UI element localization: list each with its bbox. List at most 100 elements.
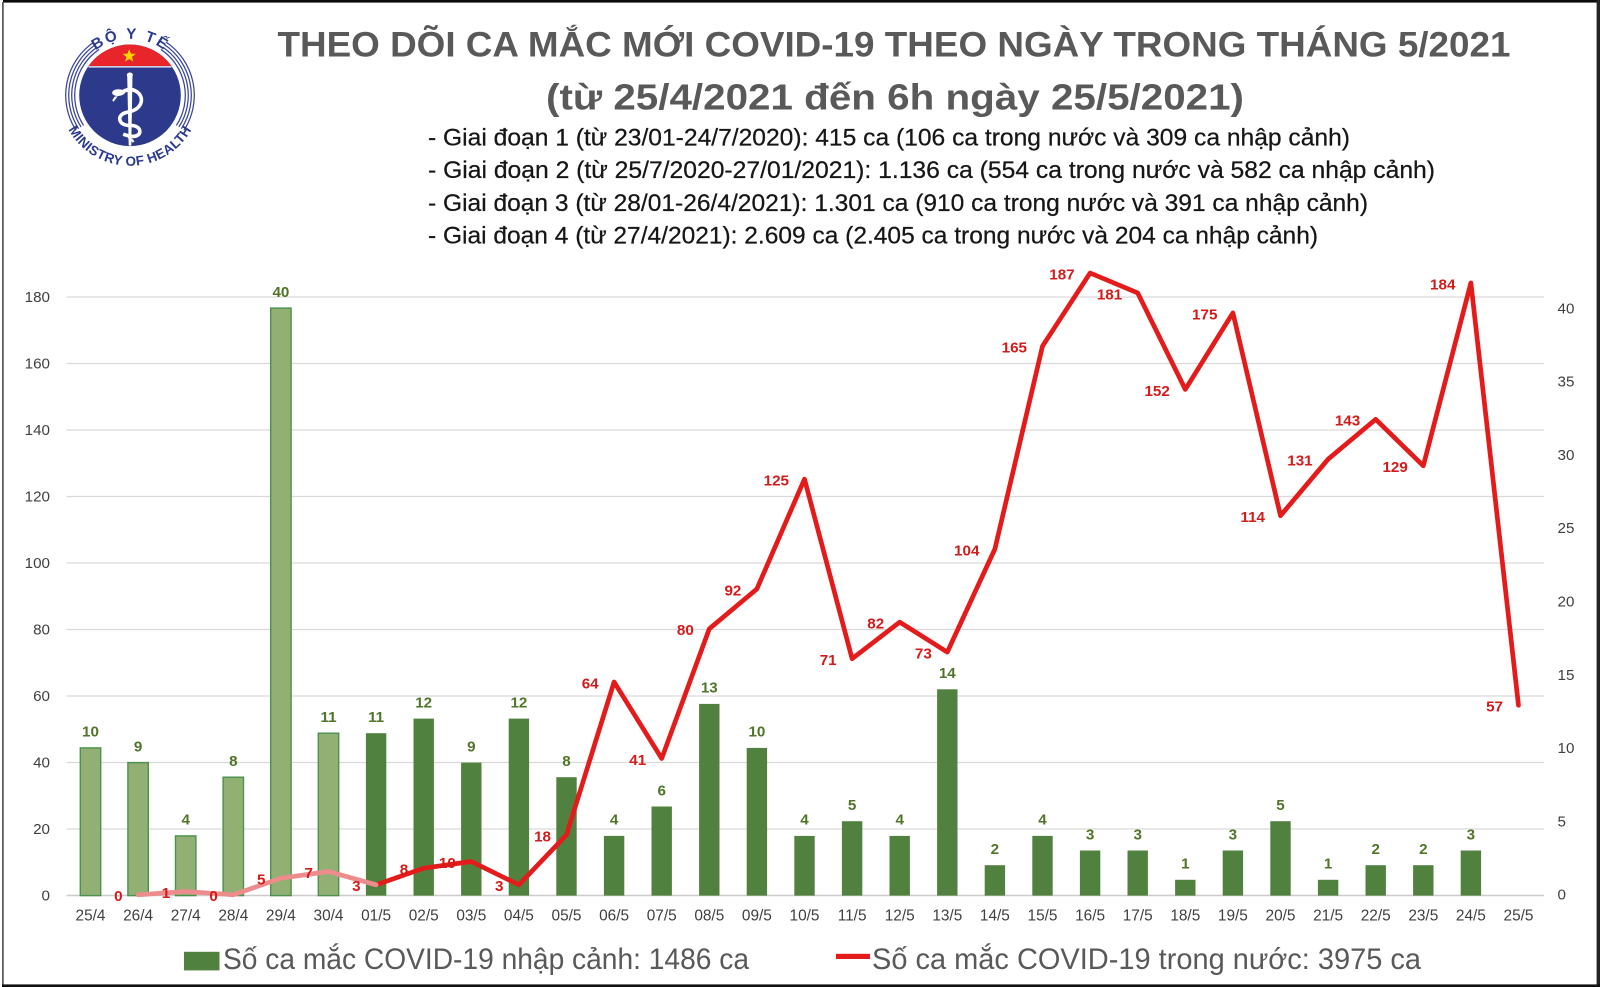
svg-text:11: 11 [368,709,385,726]
svg-text:28/4: 28/4 [218,908,248,925]
svg-text:22/5: 22/5 [1361,908,1391,925]
svg-text:25/5: 25/5 [1504,908,1534,925]
svg-text:04/5: 04/5 [504,908,534,925]
svg-text:10: 10 [82,724,99,741]
svg-text:Số ca mắc COVID-19 nhập cảnh:: Số ca mắc COVID-19 nhập cảnh: 1486 ca [223,943,749,976]
svg-text:18/5: 18/5 [1170,908,1200,925]
svg-text:92: 92 [724,582,741,599]
svg-text:18: 18 [534,828,551,845]
svg-text:30: 30 [1558,447,1575,464]
svg-text:- Giai đoạn 3 (từ 28/01-26/4/2: - Giai đoạn 3 (từ 28/01-26/4/2021): 1.30… [428,190,1368,217]
svg-text:26/4: 26/4 [123,908,153,925]
svg-text:4: 4 [1038,812,1047,829]
svg-text:40: 40 [272,284,289,301]
svg-text:71: 71 [820,652,837,669]
svg-text:82: 82 [867,616,884,633]
svg-text:13: 13 [701,680,718,697]
svg-text:- Giai đoạn 2 (từ 25/7/2020-27: - Giai đoạn 2 (từ 25/7/2020-27/01/2021):… [428,157,1435,184]
svg-text:181: 181 [1097,286,1123,303]
svg-text:27/4: 27/4 [171,908,201,925]
svg-text:23/5: 23/5 [1408,908,1438,925]
svg-text:7: 7 [305,865,313,882]
svg-text:05/5: 05/5 [552,908,582,925]
svg-text:16/5: 16/5 [1075,908,1105,925]
svg-text:19/5: 19/5 [1218,908,1248,925]
svg-text:21/5: 21/5 [1313,908,1343,925]
svg-text:10/5: 10/5 [790,908,820,925]
svg-text:9: 9 [467,738,475,755]
svg-text:20: 20 [33,821,50,838]
svg-text:114: 114 [1240,509,1265,526]
svg-text:9: 9 [134,738,142,755]
svg-text:160: 160 [25,356,50,373]
svg-text:184: 184 [1430,276,1456,293]
svg-text:06/5: 06/5 [599,908,629,925]
svg-text:3: 3 [352,878,360,895]
svg-text:4: 4 [181,812,190,829]
svg-text:2: 2 [991,841,999,858]
svg-text:8: 8 [229,753,237,770]
svg-text:29/4: 29/4 [266,908,296,925]
svg-text:73: 73 [915,646,932,663]
svg-text:25/4: 25/4 [76,908,106,925]
svg-text:0: 0 [1558,887,1566,904]
svg-text:10: 10 [1558,740,1575,757]
svg-text:THEO DÕI CA MẮC MỚI COVID-19 T: THEO DÕI CA MẮC MỚI COVID-19 THEO NGÀY T… [278,25,1511,65]
svg-text:03/5: 03/5 [456,908,486,925]
svg-text:120: 120 [25,489,50,506]
svg-text:17/5: 17/5 [1123,908,1153,925]
svg-text:180: 180 [25,289,50,306]
svg-text:24/5: 24/5 [1456,908,1486,925]
svg-text:20: 20 [1558,594,1575,611]
svg-text:07/5: 07/5 [647,908,677,925]
svg-text:125: 125 [764,473,790,490]
svg-text:80: 80 [33,622,50,639]
svg-text:12: 12 [415,694,432,711]
svg-text:143: 143 [1335,413,1360,430]
svg-text:30/4: 30/4 [314,908,344,925]
svg-text:5: 5 [257,872,266,889]
svg-text:8: 8 [562,753,570,770]
svg-text:2: 2 [1419,841,1427,858]
svg-text:11: 11 [320,709,337,726]
svg-text:10: 10 [439,855,456,872]
svg-text:15/5: 15/5 [1028,908,1058,925]
svg-text:14/5: 14/5 [980,908,1010,925]
svg-text:25: 25 [1558,520,1575,537]
svg-text:09/5: 09/5 [742,908,772,925]
svg-text:175: 175 [1192,306,1218,323]
svg-text:13/5: 13/5 [932,908,962,925]
svg-text:0: 0 [114,888,122,905]
svg-text:60: 60 [33,688,50,705]
svg-text:- Giai đoạn 1 (từ 23/01-24/7/2: - Giai đoạn 1 (từ 23/01-24/7/2020): 415 … [428,124,1350,151]
svg-text:152: 152 [1144,383,1169,400]
svg-text:5: 5 [1276,797,1285,814]
svg-text:Số ca mắc COVID-19 trong nước:: Số ca mắc COVID-19 trong nước: 3975 ca [872,943,1421,976]
svg-text:80: 80 [677,622,694,639]
svg-text:3: 3 [1133,826,1141,843]
svg-text:0: 0 [42,888,50,905]
svg-text:11/5: 11/5 [838,908,867,925]
svg-text:14: 14 [939,665,956,682]
svg-text:1: 1 [1324,856,1333,873]
svg-text:100: 100 [25,555,50,572]
svg-text:40: 40 [33,755,50,772]
svg-text:187: 187 [1049,266,1074,283]
svg-text:(từ 25/4/2021 đến 6h ngày 25/5: (từ 25/4/2021 đến 6h ngày 25/5/2021) [546,77,1244,118]
svg-text:4: 4 [800,812,809,829]
svg-text:1: 1 [1181,856,1190,873]
svg-text:40: 40 [1558,300,1575,317]
svg-text:3: 3 [1086,826,1094,843]
svg-text:12/5: 12/5 [885,908,915,925]
svg-text:10: 10 [748,724,765,741]
svg-text:0: 0 [209,888,217,905]
svg-text:8: 8 [400,862,408,879]
svg-text:12: 12 [510,694,527,711]
svg-text:3: 3 [495,878,503,895]
svg-text:140: 140 [25,422,50,439]
svg-text:129: 129 [1382,459,1407,476]
svg-text:08/5: 08/5 [694,908,724,925]
svg-text:- Giai đoạn 4 (từ 27/4/2021):: - Giai đoạn 4 (từ 27/4/2021): 2.609 ca (… [428,223,1318,250]
svg-text:5: 5 [1558,813,1566,830]
svg-text:4: 4 [895,812,904,829]
